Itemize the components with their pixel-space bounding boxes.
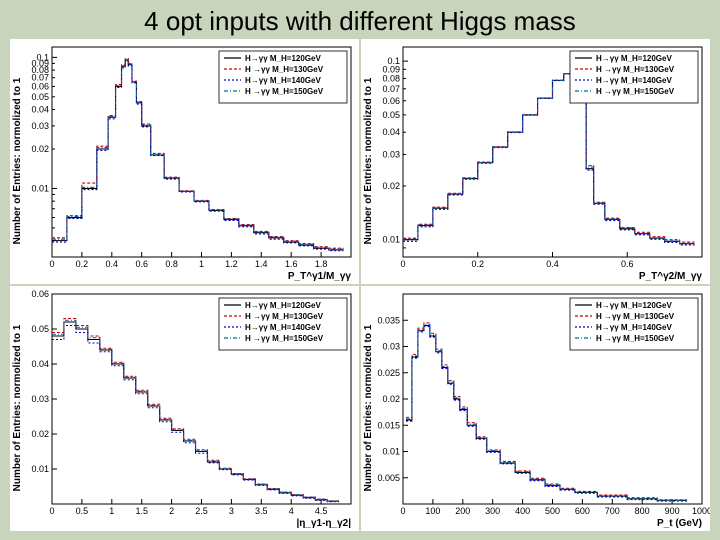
svg-text:1.6: 1.6 (285, 259, 298, 269)
svg-text:0.1: 0.1 (387, 56, 400, 66)
svg-text:0.05: 0.05 (31, 324, 49, 334)
svg-text:P_T^γ1/M_γγ: P_T^γ1/M_γγ (288, 271, 352, 282)
svg-text:0.025: 0.025 (377, 368, 400, 378)
svg-text:H →γγ M_H=150GeV: H →γγ M_H=150GeV (245, 334, 324, 343)
svg-text:0.01: 0.01 (382, 235, 400, 245)
svg-text:|η_γ1-η_γ2|: |η_γ1-η_γ2| (296, 518, 351, 529)
svg-text:H →γγ M_H=130GeV: H →γγ M_H=130GeV (245, 312, 324, 321)
svg-text:700: 700 (605, 506, 620, 516)
svg-text:900: 900 (665, 506, 680, 516)
chart-grid: Number of Entries: normolized to 1 P_T^γ1… (0, 39, 720, 539)
svg-text:0.01: 0.01 (31, 464, 49, 474)
svg-text:0.01: 0.01 (31, 183, 49, 193)
svg-text:0.07: 0.07 (382, 84, 400, 94)
svg-text:0.8: 0.8 (165, 259, 178, 269)
svg-text:0.005: 0.005 (377, 473, 400, 483)
svg-text:0.03: 0.03 (31, 121, 49, 131)
svg-text:H →γγ M_H=130GeV: H →γγ M_H=130GeV (245, 65, 324, 74)
svg-text:P_T^γ2/M_γγ: P_T^γ2/M_γγ (639, 271, 703, 282)
svg-text:H →γγ M_H=130GeV: H →γγ M_H=130GeV (596, 65, 675, 74)
svg-text:3: 3 (229, 506, 234, 516)
svg-text:H→γγ M_H=140GeV: H→γγ M_H=140GeV (596, 76, 672, 85)
svg-text:500: 500 (545, 506, 560, 516)
svg-text:H→γγ M_H=140GeV: H→γγ M_H=140GeV (245, 323, 321, 332)
svg-text:0: 0 (400, 259, 405, 269)
svg-text:100: 100 (425, 506, 440, 516)
svg-text:H→γγ M_H=120GeV: H→γγ M_H=120GeV (596, 54, 672, 63)
svg-text:0.5: 0.5 (76, 506, 89, 516)
svg-text:0.04: 0.04 (31, 359, 49, 369)
svg-text:0.2: 0.2 (76, 259, 89, 269)
svg-text:H →γγ M_H=150GeV: H →γγ M_H=150GeV (596, 87, 675, 96)
svg-text:600: 600 (575, 506, 590, 516)
svg-text:0.03: 0.03 (382, 150, 400, 160)
svg-text:0.04: 0.04 (31, 105, 49, 115)
svg-text:0.02: 0.02 (382, 394, 400, 404)
svg-text:0.1: 0.1 (36, 52, 49, 62)
svg-text:H →γγ M_H=130GeV: H →γγ M_H=130GeV (596, 312, 675, 321)
svg-text:0: 0 (400, 506, 405, 516)
panel-br: Number of Entries: normolized to 1 P_t (G… (361, 286, 710, 531)
svg-text:H →γγ M_H=150GeV: H →γγ M_H=150GeV (245, 87, 324, 96)
svg-text:1.8: 1.8 (315, 259, 328, 269)
svg-text:0.02: 0.02 (31, 144, 49, 154)
svg-text:0.05: 0.05 (382, 110, 400, 120)
svg-text:0.035: 0.035 (377, 315, 400, 325)
svg-text:4.5: 4.5 (315, 506, 328, 516)
svg-text:0.03: 0.03 (31, 394, 49, 404)
svg-text:0.02: 0.02 (382, 181, 400, 191)
svg-text:0.02: 0.02 (31, 429, 49, 439)
svg-text:2.5: 2.5 (195, 506, 208, 516)
svg-text:H→γγ M_H=140GeV: H→γγ M_H=140GeV (245, 76, 321, 85)
svg-text:0: 0 (49, 506, 54, 516)
svg-text:3.5: 3.5 (255, 506, 268, 516)
svg-text:0.08: 0.08 (382, 73, 400, 83)
svg-text:0.01: 0.01 (382, 447, 400, 457)
svg-text:Number of Entries: normolized: Number of Entries: normolized to 1 (363, 77, 374, 244)
svg-text:0.04: 0.04 (382, 127, 400, 137)
svg-text:300: 300 (485, 506, 500, 516)
svg-text:1.2: 1.2 (225, 259, 238, 269)
svg-text:P_t (GeV): P_t (GeV) (657, 518, 702, 529)
svg-text:Number of Entries: normolized: Number of Entries: normolized to 1 (12, 77, 23, 244)
svg-text:0.015: 0.015 (377, 420, 400, 430)
svg-text:0.06: 0.06 (31, 81, 49, 91)
svg-text:0.05: 0.05 (31, 92, 49, 102)
svg-text:0.4: 0.4 (106, 259, 119, 269)
panel-tr: Number of Entries: normolized to 1 P_T^γ2… (361, 39, 710, 284)
svg-text:400: 400 (515, 506, 530, 516)
svg-text:1.4: 1.4 (255, 259, 268, 269)
svg-text:H →γγ M_H=150GeV: H →γγ M_H=150GeV (596, 334, 675, 343)
svg-text:2: 2 (169, 506, 174, 516)
svg-text:H→γγ M_H=120GeV: H→γγ M_H=120GeV (596, 301, 672, 310)
svg-text:4: 4 (289, 506, 294, 516)
svg-text:1: 1 (109, 506, 114, 516)
svg-text:H→γγ M_H=120GeV: H→γγ M_H=120GeV (245, 301, 321, 310)
panel-tl: Number of Entries: normolized to 1 P_T^γ1… (10, 39, 359, 284)
svg-text:0.6: 0.6 (135, 259, 148, 269)
svg-text:H→γγ M_H=140GeV: H→γγ M_H=140GeV (596, 323, 672, 332)
svg-text:0.6: 0.6 (621, 259, 634, 269)
svg-text:800: 800 (635, 506, 650, 516)
svg-text:Number of Entries: normolized: Number of Entries: normolized to 1 (363, 324, 374, 491)
svg-text:Number of Entries: normolized: Number of Entries: normolized to 1 (12, 324, 23, 491)
panel-bl: Number of Entries: normolized to 1 |η_γ1-… (10, 286, 359, 531)
svg-text:H→γγ M_H=120GeV: H→γγ M_H=120GeV (245, 54, 321, 63)
svg-text:0.06: 0.06 (31, 289, 49, 299)
svg-text:1.5: 1.5 (135, 506, 148, 516)
svg-text:0.4: 0.4 (546, 259, 559, 269)
svg-text:200: 200 (455, 506, 470, 516)
svg-text:1: 1 (199, 259, 204, 269)
svg-text:0: 0 (49, 259, 54, 269)
svg-text:1000: 1000 (692, 506, 710, 516)
page-title: 4 opt inputs with different Higgs mass (0, 0, 720, 39)
svg-text:0.03: 0.03 (382, 342, 400, 352)
svg-text:0.06: 0.06 (382, 96, 400, 106)
svg-text:0.2: 0.2 (471, 259, 484, 269)
